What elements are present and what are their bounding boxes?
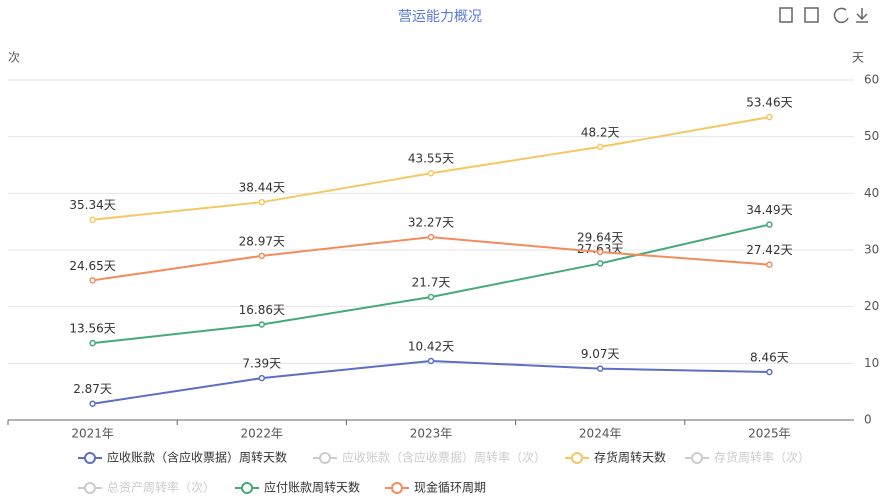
data-point [258,252,266,260]
data-label: 8.46天 [750,351,789,365]
legend-label: 存货周转率（次） [714,450,810,465]
data-point [89,277,96,284]
restore-icon[interactable] [833,7,849,24]
data-point [89,400,96,407]
y2-tick-label: 20 [864,299,879,313]
legend-label: 现金循环周期 [414,480,486,495]
data-point [766,368,773,376]
data-label: 29.64天 [577,231,623,245]
series-line [92,116,770,221]
y2-tick-label: 0 [864,413,872,427]
legend-label: 应收账款（含应收票据）周转率（次） [342,450,546,465]
data-label: 16.86天 [239,303,285,317]
print-icon[interactable] [779,7,793,23]
y2-tick-label: 60 [864,73,879,87]
legend-icon [571,452,583,464]
data-label: 34.49天 [746,203,792,217]
toolbox[interactable] [779,7,868,24]
data-point [766,113,773,121]
data-label: 27.42天 [746,243,792,257]
data-point [427,293,435,301]
data-label: 43.55天 [408,152,454,166]
data-label: 24.65天 [69,259,115,273]
x-tick-label: 2022年 [241,427,284,441]
data-point [427,169,435,177]
legend-icon [241,482,253,494]
y2-tick-label: 40 [864,186,879,200]
data-point [89,339,96,347]
series-line [92,236,770,282]
data-label: 38.44天 [239,181,285,195]
save-icon[interactable] [856,8,868,23]
y2-axis-label: 天 [852,51,864,65]
data-point [596,260,604,267]
series-line [92,359,770,405]
data-point [766,221,773,228]
legend-icon [84,452,96,464]
data-label: 35.34天 [69,198,115,212]
data-label: 21.7天 [412,276,451,290]
y-axis-label: 次 [8,51,20,65]
legend-icon [84,482,96,494]
x-tick-label: 2021年 [71,427,114,441]
y2-tick-label: 10 [864,356,879,370]
data-label: 10.42天 [408,339,454,353]
x-tick-label: 2023年 [410,427,453,441]
data-label: 28.97天 [239,234,285,248]
y2-tick-label: 50 [864,129,879,143]
data-point [258,321,266,328]
data-point [89,216,96,223]
data-label: 7.39天 [242,357,281,371]
legend-icon [691,452,703,464]
data-label: 9.07天 [581,347,620,361]
data-point [766,261,773,268]
data-point [596,143,604,151]
data-point [596,365,604,372]
data-label: 48.2天 [581,125,620,139]
legend-icon [319,452,331,464]
data-point [427,357,435,365]
legend-label: 应收账款（含应收票据）周转天数 [107,450,287,465]
data-point [258,374,266,382]
data-label: 13.56天 [69,322,115,336]
y2-tick-label: 30 [864,243,879,257]
data-point [258,198,266,206]
x-tick-label: 2024年 [579,427,622,441]
chart-title: 营运能力概况 [398,9,482,25]
data-point [596,248,604,256]
x-tick-label: 2025年 [748,427,791,441]
legend-icon [391,482,403,494]
legend-label: 总资产周转率（次） [107,480,215,495]
data-label: 53.46天 [746,96,792,110]
legend-label: 应付账款周转天数 [264,480,360,495]
data-view-icon[interactable] [804,7,819,23]
data-label: 2.87天 [73,382,112,396]
data-point [427,233,435,241]
data-label: 32.27天 [408,216,454,230]
legend-label: 存货周转天数 [594,450,666,465]
